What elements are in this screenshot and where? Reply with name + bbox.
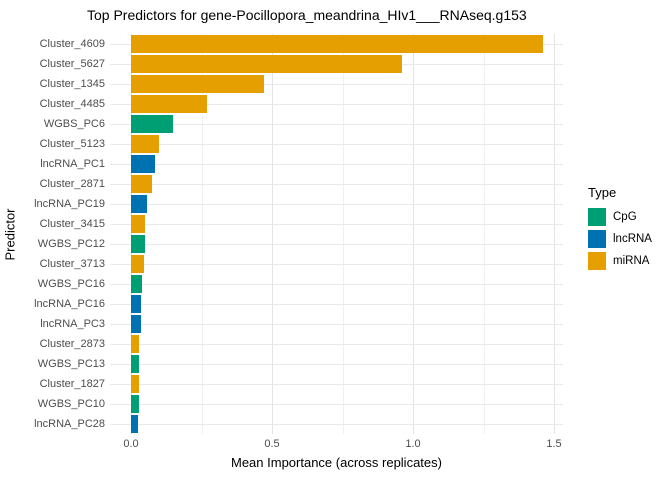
- bar-Cluster_1827: [131, 375, 139, 393]
- x-axis-title: Mean Importance (across replicates): [231, 455, 442, 470]
- gridline-x-major: [272, 34, 273, 434]
- y-axis-label: Cluster_1827: [39, 378, 105, 390]
- bar-WGBS_PC10: [131, 395, 139, 413]
- y-axis-label: WGBS_PC10: [37, 398, 105, 410]
- y-axis-label: lncRNA_PC28: [34, 418, 105, 430]
- gridline-y: [110, 404, 563, 405]
- gridline-x-minor: [201, 34, 203, 434]
- y-axis-label: Cluster_5627: [39, 58, 105, 70]
- y-axis-label: Cluster_4609: [39, 38, 105, 50]
- bar-Cluster_4485: [131, 95, 207, 113]
- y-axis-label: WGBS_PC12: [37, 238, 105, 250]
- bar-lncRNA_PC28: [131, 415, 138, 433]
- legend-swatch: [588, 252, 606, 270]
- bar-lncRNA_PC19: [131, 195, 147, 213]
- gridline-y: [110, 264, 563, 265]
- y-axis-label: Cluster_3415: [39, 218, 105, 230]
- bar-WGBS_PC12: [131, 235, 145, 253]
- bar-Cluster_3415: [131, 215, 145, 233]
- y-axis-label: lncRNA_PC16: [34, 298, 105, 310]
- legend-swatch: [588, 230, 606, 248]
- gridline-y: [110, 204, 563, 205]
- bar-Cluster_2871: [131, 175, 152, 193]
- gridline-y: [110, 384, 563, 385]
- bar-Cluster_3713: [131, 255, 144, 273]
- gridline-y: [110, 184, 563, 185]
- legend-entry: CpG: [588, 208, 652, 226]
- y-axis-label: lncRNA_PC1: [40, 158, 105, 170]
- gridline-x-minor: [342, 34, 344, 434]
- bar-WGBS_PC13: [131, 355, 139, 373]
- legend-entry: lncRNA: [588, 230, 652, 248]
- y-axis-label: WGBS_PC16: [37, 278, 105, 290]
- gridline-y: [110, 224, 563, 225]
- gridline-y: [110, 124, 563, 125]
- bar-WGBS_PC16: [131, 275, 142, 293]
- gridline-y: [110, 424, 563, 425]
- bar-lncRNA_PC1: [131, 155, 155, 173]
- gridline-x-major: [554, 34, 555, 434]
- gridline-y: [110, 104, 563, 105]
- bar-Cluster_4609: [131, 35, 543, 53]
- gridline-y: [110, 144, 563, 145]
- y-axis-label: WGBS_PC6: [43, 118, 105, 130]
- y-axis-label: Cluster_3713: [39, 258, 105, 270]
- gridline-y: [110, 344, 563, 345]
- gridline-y: [110, 364, 563, 365]
- y-axis-label: Cluster_5123: [39, 138, 105, 150]
- bar-Cluster_5123: [131, 135, 159, 153]
- bar-lncRNA_PC3: [131, 315, 141, 333]
- bar-lncRNA_PC16: [131, 295, 141, 313]
- gridline-y: [110, 164, 563, 165]
- y-axis-label: Cluster_2871: [39, 178, 105, 190]
- y-axis-label: WGBS_PC13: [37, 358, 105, 370]
- gridline-y: [110, 324, 563, 325]
- x-axis-tick-label: 1.5: [546, 438, 562, 450]
- bar-Cluster_2873: [131, 335, 139, 353]
- bar-WGBS_PC6: [131, 115, 173, 133]
- legend-label: lncRNA: [613, 233, 652, 245]
- y-axis-label: Cluster_2873: [39, 338, 105, 350]
- legend-label: CpG: [613, 211, 637, 223]
- legend: Type CpG lncRNA miRNA: [588, 185, 652, 274]
- legend-entries: CpG lncRNA miRNA: [588, 208, 652, 270]
- bar-Cluster_5627: [131, 55, 402, 73]
- y-axis-label: lncRNA_PC3: [40, 318, 105, 330]
- chart-title: Top Predictors for gene-Pocillopora_mean…: [87, 7, 527, 23]
- legend-swatch: [588, 208, 606, 226]
- y-axis-label: lncRNA_PC19: [34, 198, 105, 210]
- gridline-y: [110, 244, 563, 245]
- x-axis-tick-label: 0.0: [123, 438, 139, 450]
- gridline-y: [110, 84, 563, 85]
- bar-Cluster_1345: [131, 75, 264, 93]
- legend-entry: miRNA: [588, 252, 652, 270]
- gridline-y: [110, 304, 563, 305]
- legend-label: miRNA: [613, 255, 650, 267]
- legend-title: Type: [588, 185, 617, 200]
- y-axis-label: Cluster_1345: [39, 78, 105, 90]
- y-axis-label: Cluster_4485: [39, 98, 105, 110]
- gridline-y: [110, 284, 563, 285]
- x-axis-tick-label: 0.5: [264, 438, 280, 450]
- plot-panel: [110, 34, 563, 434]
- gridline-x-minor: [483, 34, 485, 434]
- x-axis-tick-label: 1.0: [405, 438, 421, 450]
- gridline-x-major: [413, 34, 414, 434]
- gridline-x-major: [131, 34, 132, 434]
